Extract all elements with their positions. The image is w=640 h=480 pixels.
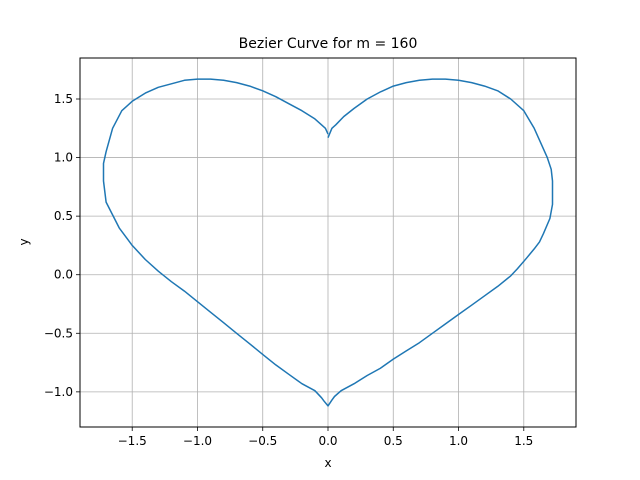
series-layer: [102, 78, 554, 407]
x-tick-label: 1.5: [514, 434, 533, 448]
x-tick-label: 0.0: [318, 434, 337, 448]
y-tick-label: 1.5: [54, 92, 73, 106]
grid-lines: [80, 58, 576, 427]
chart-title: Bezier Curve for m = 160: [239, 36, 418, 52]
y-axis-ticks: −1.0 −0.5 0.0 0.5 1.0 1.5: [44, 92, 80, 399]
y-tick-label: −1.0: [44, 385, 73, 399]
y-tick-label: 0.5: [54, 209, 73, 223]
y-axis-label: y: [17, 238, 31, 245]
x-tick-label: 1.0: [449, 434, 468, 448]
bezier-curve-line: [102, 78, 554, 407]
y-tick-label: 0.0: [54, 268, 73, 282]
x-tick-label: −1.5: [118, 434, 147, 448]
y-tick-label: −0.5: [44, 326, 73, 340]
y-tick-label: 1.0: [54, 151, 73, 165]
x-tick-label: 0.5: [384, 434, 403, 448]
x-tick-label: −1.0: [183, 434, 212, 448]
x-tick-label: −0.5: [248, 434, 277, 448]
x-axis-label: x: [324, 456, 331, 470]
x-axis-ticks: −1.5 −1.0 −0.5 0.0 0.5 1.0 1.5: [118, 427, 533, 448]
